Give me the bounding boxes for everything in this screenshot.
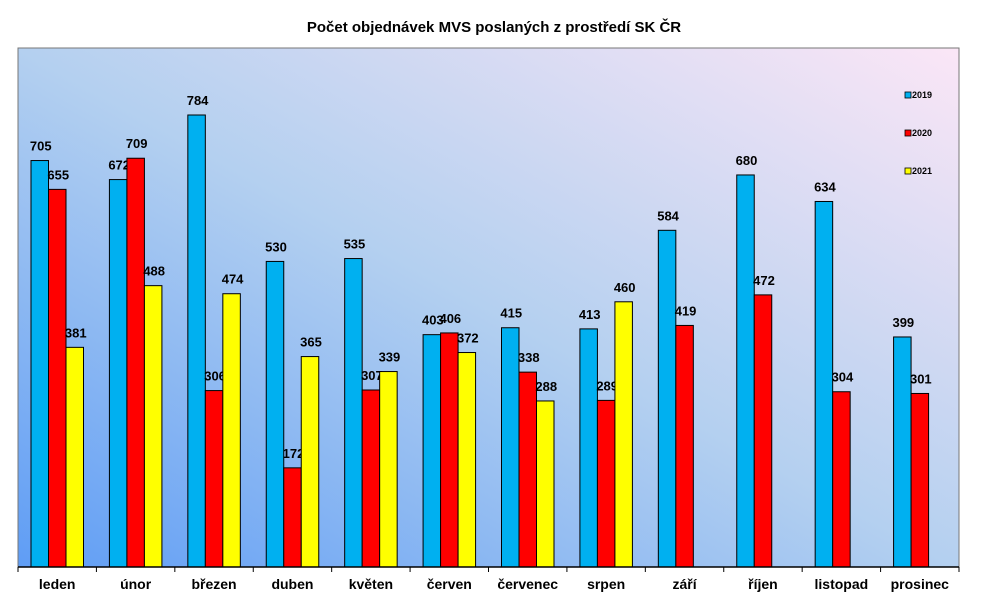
- bar-2020-březen: [204, 390, 224, 568]
- data-label: 472: [753, 273, 775, 288]
- data-label: 584: [657, 208, 679, 223]
- bar-2021-leden: [65, 346, 84, 568]
- data-label: 399: [892, 315, 914, 330]
- data-label: 709: [126, 136, 148, 151]
- bar-2021-červen: [457, 352, 477, 568]
- bar-2020-únor: [126, 157, 145, 568]
- chart-title: Počet objednávek MVS poslaných z prostře…: [307, 18, 681, 36]
- legend-swatch-2021: [904, 167, 912, 175]
- data-label: 474: [222, 272, 244, 287]
- data-label: 339: [379, 350, 401, 365]
- bar-2019-srpen: [579, 328, 598, 568]
- data-label: 338: [518, 350, 540, 365]
- bar-2020-květen: [361, 389, 381, 568]
- data-label: 306: [204, 369, 226, 384]
- data-label: 289: [596, 378, 618, 393]
- data-label: 784: [187, 93, 209, 108]
- bar-2021-duben: [300, 356, 320, 568]
- data-label: 672: [108, 158, 130, 173]
- bar-2019-červen: [422, 334, 442, 568]
- data-label: 535: [344, 237, 366, 252]
- x-tick-label: červenec: [497, 576, 558, 592]
- legend-label-2021: 2021: [912, 166, 932, 176]
- bar-2020-červen: [440, 332, 459, 568]
- bar-2021-červenec: [536, 400, 555, 568]
- data-label: 488: [143, 264, 165, 279]
- bar-2021-únor: [143, 285, 163, 568]
- x-tick-label: září: [672, 576, 697, 592]
- bar-2020-říjen: [753, 294, 773, 568]
- data-label: 304: [832, 370, 854, 385]
- data-label: 705: [30, 139, 52, 154]
- bar-2019-listopad: [814, 200, 834, 568]
- x-tick-label: srpen: [587, 576, 625, 592]
- x-tick-label: únor: [120, 576, 152, 592]
- bar-2019-prosinec: [893, 336, 912, 568]
- bar-2021-květen: [379, 371, 398, 568]
- data-label: 403: [422, 313, 444, 328]
- bar-2020-srpen: [596, 399, 616, 568]
- data-label: 301: [910, 371, 932, 386]
- bar-2019-březen: [187, 114, 206, 568]
- legend-swatch-2019: [904, 91, 912, 99]
- bar-2020-duben: [283, 467, 302, 568]
- bar-2019-květen: [344, 258, 363, 568]
- data-label: 460: [614, 280, 636, 295]
- data-label: 655: [47, 167, 69, 182]
- data-label: 381: [65, 325, 87, 340]
- x-tick-label: říjen: [748, 576, 778, 592]
- x-tick-label: březen: [191, 576, 236, 592]
- x-tick-label: leden: [39, 576, 76, 592]
- legend-label-2020: 2020: [912, 128, 932, 138]
- bar-2020-září: [675, 324, 694, 568]
- data-label: 415: [500, 306, 522, 321]
- bar-2019-duben: [265, 260, 285, 568]
- data-label: 419: [675, 303, 697, 318]
- data-label: 172: [283, 446, 305, 461]
- bar-2020-červenec: [518, 371, 537, 568]
- x-tick-label: červen: [427, 576, 472, 592]
- x-tick-label: prosinec: [891, 576, 950, 592]
- data-label: 680: [736, 153, 758, 168]
- x-tick-label: listopad: [815, 576, 869, 592]
- bar-2021-březen: [222, 293, 241, 568]
- plot-area: [17, 47, 960, 568]
- bar-2019-únor: [108, 179, 128, 568]
- bar-2020-prosinec: [910, 392, 930, 568]
- bar-2019-leden: [30, 160, 49, 568]
- bar-2019-září: [657, 229, 677, 568]
- data-label: 372: [457, 331, 479, 346]
- x-tick-label: duben: [271, 576, 313, 592]
- legend-swatch-2020: [904, 129, 912, 137]
- bar-2020-leden: [48, 188, 67, 568]
- data-label: 413: [579, 307, 601, 322]
- bar-2019-červenec: [501, 327, 520, 568]
- data-label: 634: [814, 179, 836, 194]
- bar-2019-říjen: [736, 174, 755, 568]
- data-label: 288: [535, 379, 557, 394]
- data-label: 406: [439, 311, 461, 326]
- data-label: 365: [300, 335, 322, 350]
- data-label: 307: [361, 368, 383, 383]
- data-label: 530: [265, 239, 287, 254]
- legend-label-2019: 2019: [912, 90, 932, 100]
- x-tick-label: květen: [349, 576, 393, 592]
- bar-2020-listopad: [832, 391, 851, 568]
- bar-2021-srpen: [614, 301, 633, 568]
